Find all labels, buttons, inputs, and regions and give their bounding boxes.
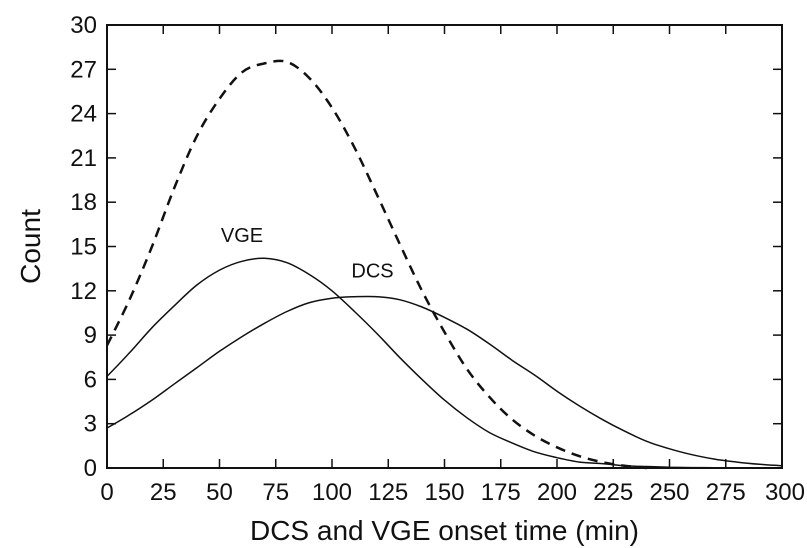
y-tick-label: 3: [84, 411, 97, 438]
x-tick-label: 50: [206, 479, 233, 506]
curve-labels: VGE DCS: [221, 225, 394, 282]
x-tick-label: 300: [765, 479, 805, 506]
x-tick-label: 250: [649, 479, 689, 506]
y-tick-label: 21: [70, 145, 97, 172]
series-line-dcs: [106, 295, 783, 467]
x-tick-label: 225: [593, 479, 633, 506]
y-tick-label: 24: [70, 101, 97, 128]
curve-label-vge: VGE: [221, 225, 263, 247]
y-tick-label: 18: [70, 189, 97, 216]
y-tick-label: 0: [84, 455, 97, 482]
x-tick-label: 150: [424, 479, 464, 506]
plot-area-frame: [106, 24, 783, 469]
y-tick-labels: 0 3 6 9 12 15 18 21 24 27 30: [70, 12, 97, 482]
x-tick-label: 100: [312, 479, 352, 506]
x-tick-label: 125: [368, 479, 408, 506]
tick-marks: [106, 24, 783, 469]
y-tick-label: 30: [70, 12, 97, 39]
y-tick-label: 27: [70, 56, 97, 83]
x-tick-label: 0: [100, 479, 113, 506]
x-tick-labels: 0 25 50 75 100 125 150 175 200 225 250 275 300: [100, 479, 805, 506]
x-axis-title: DCS and VGE onset time (min): [250, 515, 639, 546]
y-tick-label: 15: [70, 234, 97, 261]
x-tick-label: 275: [706, 479, 746, 506]
series-line-total: [105, 59, 648, 470]
x-tick-label: 200: [537, 479, 577, 506]
series-line-vge: [106, 257, 783, 469]
x-tick-label: 175: [481, 479, 521, 506]
y-tick-label: 6: [84, 366, 97, 393]
y-tick-label: 9: [84, 322, 97, 349]
y-axis-title: Count: [15, 209, 46, 284]
curve-label-dcs: DCS: [351, 261, 393, 283]
series-lines: [105, 59, 783, 470]
y-tick-label: 12: [70, 278, 97, 305]
x-tick-label: 75: [262, 479, 289, 506]
x-tick-label: 25: [150, 479, 177, 506]
